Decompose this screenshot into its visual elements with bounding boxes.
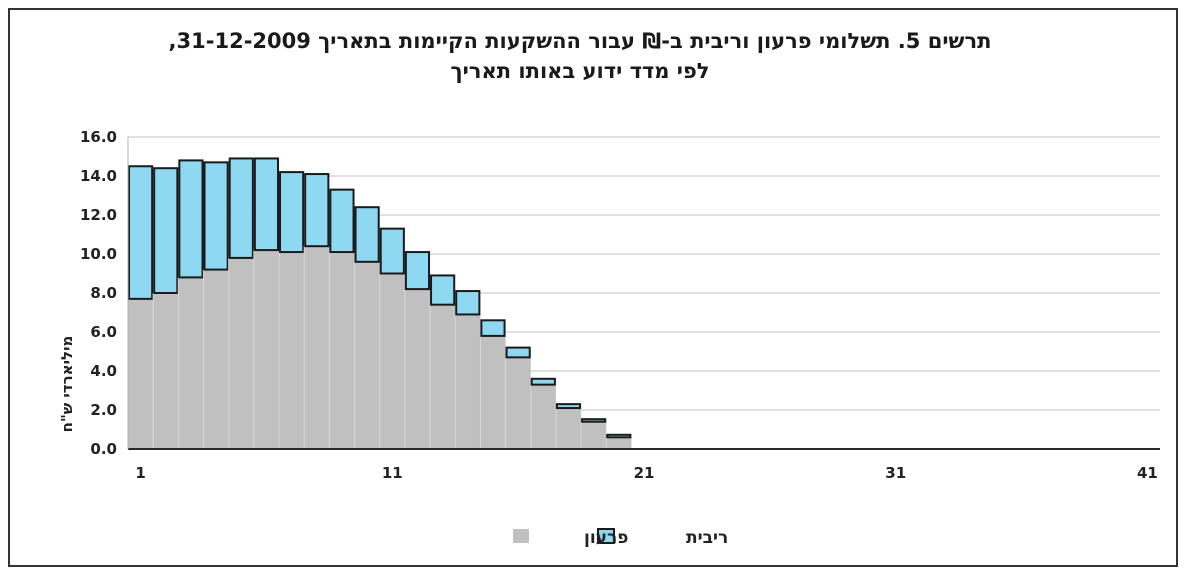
x-tick-label: 11	[382, 464, 403, 482]
legend: ריבית פרעון	[513, 528, 728, 548]
bar-interest	[279, 171, 305, 254]
chart-title-line-1: תרשים 5. תשלומי פרעון וריבית ב-₪ עבור הה…	[168, 29, 992, 53]
bar-interest	[555, 403, 582, 410]
bar-principal	[203, 269, 229, 449]
legend-label-interest: ריבית	[686, 528, 728, 548]
y-tick-label: 6.0	[90, 323, 117, 341]
y-tick-label: 0.0	[90, 440, 117, 458]
bar-principal	[329, 252, 355, 449]
bar-interest	[329, 188, 355, 254]
bar-interest	[253, 157, 280, 252]
bar-principal	[304, 246, 330, 449]
bar-principal	[530, 384, 556, 449]
bar-interest	[505, 346, 531, 359]
bar-interest	[128, 165, 154, 300]
y-axis-label: מיליארדי ש"ח	[58, 336, 76, 433]
legend-label-principal: פרעון	[584, 528, 628, 548]
bar-interest	[354, 206, 380, 263]
bar-principal	[430, 304, 456, 449]
bar-interest	[404, 251, 431, 291]
bar-interest	[153, 167, 179, 294]
y-tick-label: 2.0	[90, 401, 117, 419]
y-tick-label: 14.0	[80, 167, 117, 185]
bar-interest	[304, 173, 330, 248]
bar-principal	[480, 335, 506, 449]
x-tick-label: 21	[634, 464, 655, 482]
y-tick-label: 16.0	[80, 128, 117, 146]
bar-interest	[581, 418, 607, 423]
bar-interest	[606, 433, 632, 439]
x-tick-label: 31	[885, 464, 906, 482]
bar-principal	[253, 250, 280, 449]
x-tick-label: 41	[1137, 464, 1158, 482]
bar-interest	[178, 159, 204, 279]
axes	[127, 137, 1160, 450]
bar-principal	[379, 273, 405, 449]
y-tick-label: 12.0	[80, 206, 117, 224]
bar-principal	[505, 357, 531, 449]
bar-principal	[153, 293, 179, 449]
bar-interest	[430, 274, 456, 306]
bar-principal	[128, 298, 154, 449]
bar-interest	[203, 161, 229, 271]
bar-interest	[228, 157, 254, 259]
y-tick-label: 4.0	[90, 362, 117, 380]
x-tick-labels: 1 11 21 31 41	[135, 464, 1157, 482]
bar-interest	[530, 377, 556, 386]
bar-principal	[279, 252, 305, 449]
legend-swatch-principal	[513, 529, 529, 543]
bar-interest	[480, 319, 506, 337]
y-tick-labels: 0.0 2.0 4.0 6.0 8.0 10.0 12.0 14.0 16.0	[80, 128, 117, 458]
x-tick-label: 1	[135, 464, 145, 482]
bar-principal	[404, 289, 431, 449]
bar-principal	[228, 257, 254, 449]
bar-principal	[354, 261, 380, 449]
bar-interest	[379, 227, 405, 275]
chart-title: תרשים 5. תשלומי פרעון וריבית ב-₪ עבור הה…	[120, 26, 1040, 86]
y-tick-label: 8.0	[90, 284, 117, 302]
y-tick-label: 10.0	[80, 245, 117, 263]
bar-principal	[178, 277, 204, 449]
legend-swatch-interest	[597, 528, 615, 544]
bar-principal	[581, 421, 607, 449]
chart-title-line-2: לפי מדד ידוע באותו תאריך	[450, 59, 710, 83]
bar-principal	[455, 314, 481, 449]
bar-principal	[555, 408, 582, 449]
bars	[127, 157, 632, 449]
bar-interest	[455, 290, 481, 316]
bar-principal	[606, 437, 632, 449]
